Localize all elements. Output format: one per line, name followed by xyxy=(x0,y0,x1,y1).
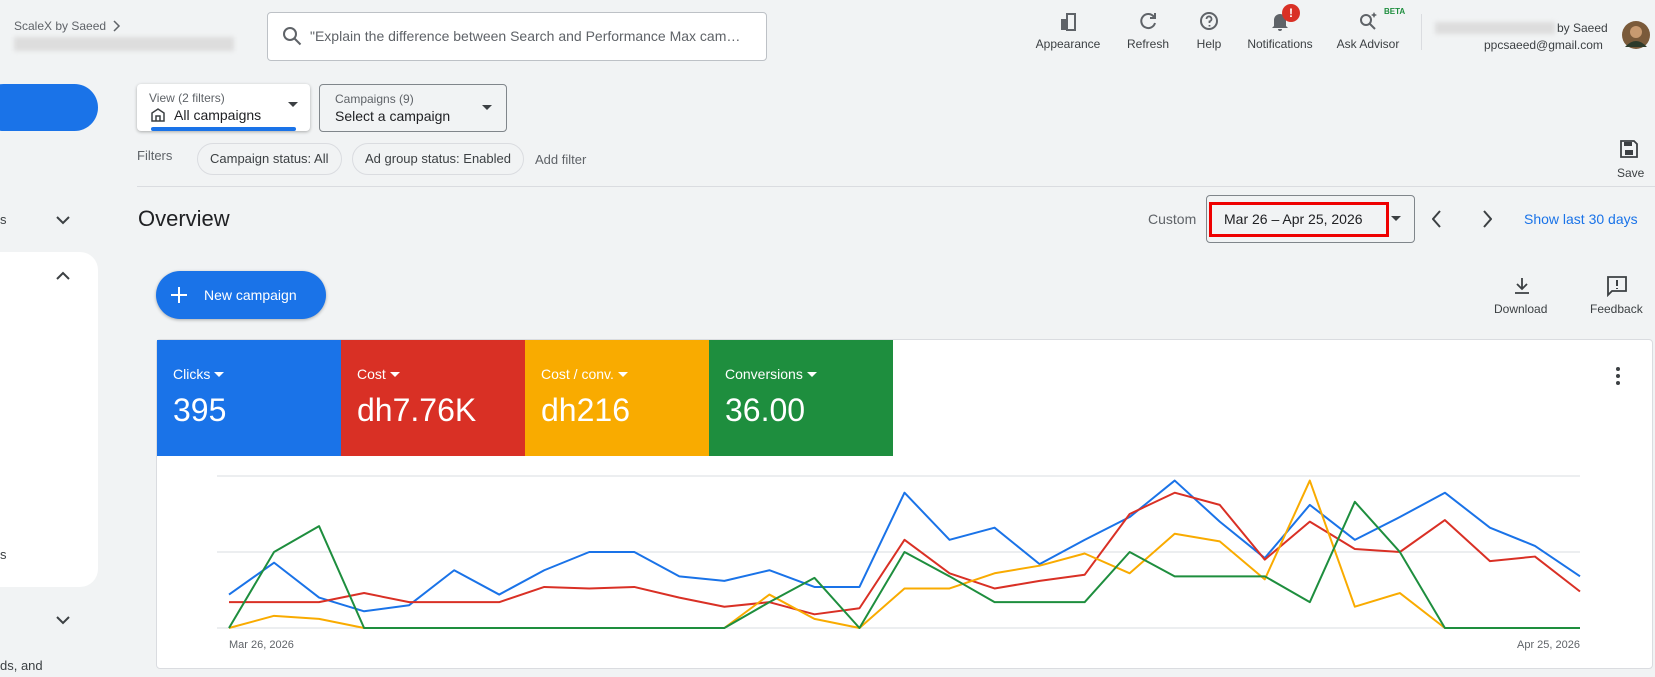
overview-title: Overview xyxy=(138,206,230,231)
tool-label[interactable]: Notifications xyxy=(1247,37,1313,51)
new-campaign-label: New campaign xyxy=(204,287,297,303)
filter-chip[interactable]: Ad group status: Enabled xyxy=(352,143,524,175)
metric-dropdown xyxy=(807,372,817,377)
dropdown-arrow xyxy=(1391,216,1401,221)
nav-item[interactable]: s xyxy=(0,547,7,562)
metric-total: 395 xyxy=(173,392,227,428)
view-selector[interactable]: View (2 filters) All campaigns xyxy=(137,84,310,131)
tool-icon[interactable] xyxy=(1058,11,1078,31)
dropdown-arrow xyxy=(288,102,298,107)
dropdown-arrow xyxy=(482,105,492,110)
metric-total: 36.00 xyxy=(725,392,806,428)
metric-card[interactable]: Conversions 36.00 xyxy=(709,340,893,456)
metric-total: dh7.76K xyxy=(357,392,477,428)
campaigns-value: Select a campaign xyxy=(335,108,451,124)
tool-label[interactable]: Refresh xyxy=(1126,37,1170,51)
account-email: ppcsaeed@gmail.com xyxy=(1484,38,1603,52)
feedback-icon[interactable] xyxy=(1606,275,1628,297)
view-value: All campaigns xyxy=(174,107,262,123)
search-placeholder: "Explain the difference between Search a… xyxy=(310,28,741,44)
tool-label[interactable]: Help xyxy=(1196,37,1222,51)
metric-dropdown xyxy=(618,372,628,377)
avatar[interactable] xyxy=(1621,20,1651,50)
campaigns-label: Campaigns (9) xyxy=(335,92,414,106)
range-type: Custom xyxy=(1148,211,1197,227)
brand[interactable]: ScaleX by Saeed xyxy=(14,19,107,33)
save-label[interactable]: Save xyxy=(1617,166,1645,180)
tool-label[interactable]: Appearance xyxy=(1035,37,1101,51)
add-filter[interactable]: Add filter xyxy=(535,152,587,167)
beta-badge: BETA xyxy=(1384,7,1406,16)
date-range: Mar 26 – Apr 25, 2026 xyxy=(1209,202,1389,237)
search-box[interactable]: "Explain the difference between Search a… xyxy=(267,12,767,61)
search-icon xyxy=(283,27,302,46)
metric-name: Cost xyxy=(357,366,386,382)
metric-name: Cost / conv. xyxy=(541,366,614,382)
nav-item[interactable]: s xyxy=(0,212,7,227)
metric-name: Conversions xyxy=(725,366,803,382)
tool-label[interactable]: Ask Advisor xyxy=(1336,37,1400,51)
date-nav[interactable] xyxy=(1432,209,1492,229)
notification-badge: ! xyxy=(1282,4,1300,22)
metric-dropdown xyxy=(390,372,400,377)
blurred-name xyxy=(1435,22,1555,34)
more-menu[interactable] xyxy=(1615,366,1621,386)
metric-total: dh216 xyxy=(541,392,630,428)
metric-card[interactable]: Cost / conv. dh216 xyxy=(525,340,709,456)
plus-icon xyxy=(171,287,187,303)
filters-label: Filters xyxy=(137,148,173,163)
nav-chevrons xyxy=(56,216,70,625)
save-icon[interactable] xyxy=(1619,139,1639,159)
date-picker[interactable]: Mar 26 – Apr 25, 2026 xyxy=(1206,195,1415,243)
filter-chip[interactable]: Campaign status: All xyxy=(197,143,342,175)
building-icon xyxy=(151,108,165,122)
metric-card[interactable]: Clicks 395 xyxy=(157,340,341,456)
view-label: View (2 filters) xyxy=(149,91,225,105)
tool-icon[interactable] xyxy=(1358,11,1378,31)
divider xyxy=(1421,14,1422,50)
tool-icon[interactable] xyxy=(1138,11,1158,31)
tool-icon[interactable] xyxy=(1199,11,1219,31)
feedback-label[interactable]: Feedback xyxy=(1590,302,1643,316)
metric-dropdown xyxy=(214,372,224,377)
download-label[interactable]: Download xyxy=(1494,302,1548,316)
metric-name: Clicks xyxy=(173,366,211,382)
metric-card[interactable]: Cost dh7.76K xyxy=(341,340,525,456)
account-name: by Saeed xyxy=(1557,21,1608,35)
new-campaign-button[interactable]: New campaign xyxy=(156,271,326,319)
blurred-account xyxy=(14,37,234,51)
create-button[interactable] xyxy=(0,84,98,131)
download-icon[interactable] xyxy=(1512,276,1532,296)
nav-panel xyxy=(0,252,98,587)
divider xyxy=(137,186,1655,187)
nav-item[interactable]: ds, and xyxy=(0,658,43,673)
brand-chevron xyxy=(113,20,121,32)
selected-indicator xyxy=(151,127,296,131)
campaign-selector[interactable]: Campaigns (9) Select a campaign xyxy=(319,84,507,132)
show-last[interactable]: Show last 30 days xyxy=(1524,211,1638,227)
